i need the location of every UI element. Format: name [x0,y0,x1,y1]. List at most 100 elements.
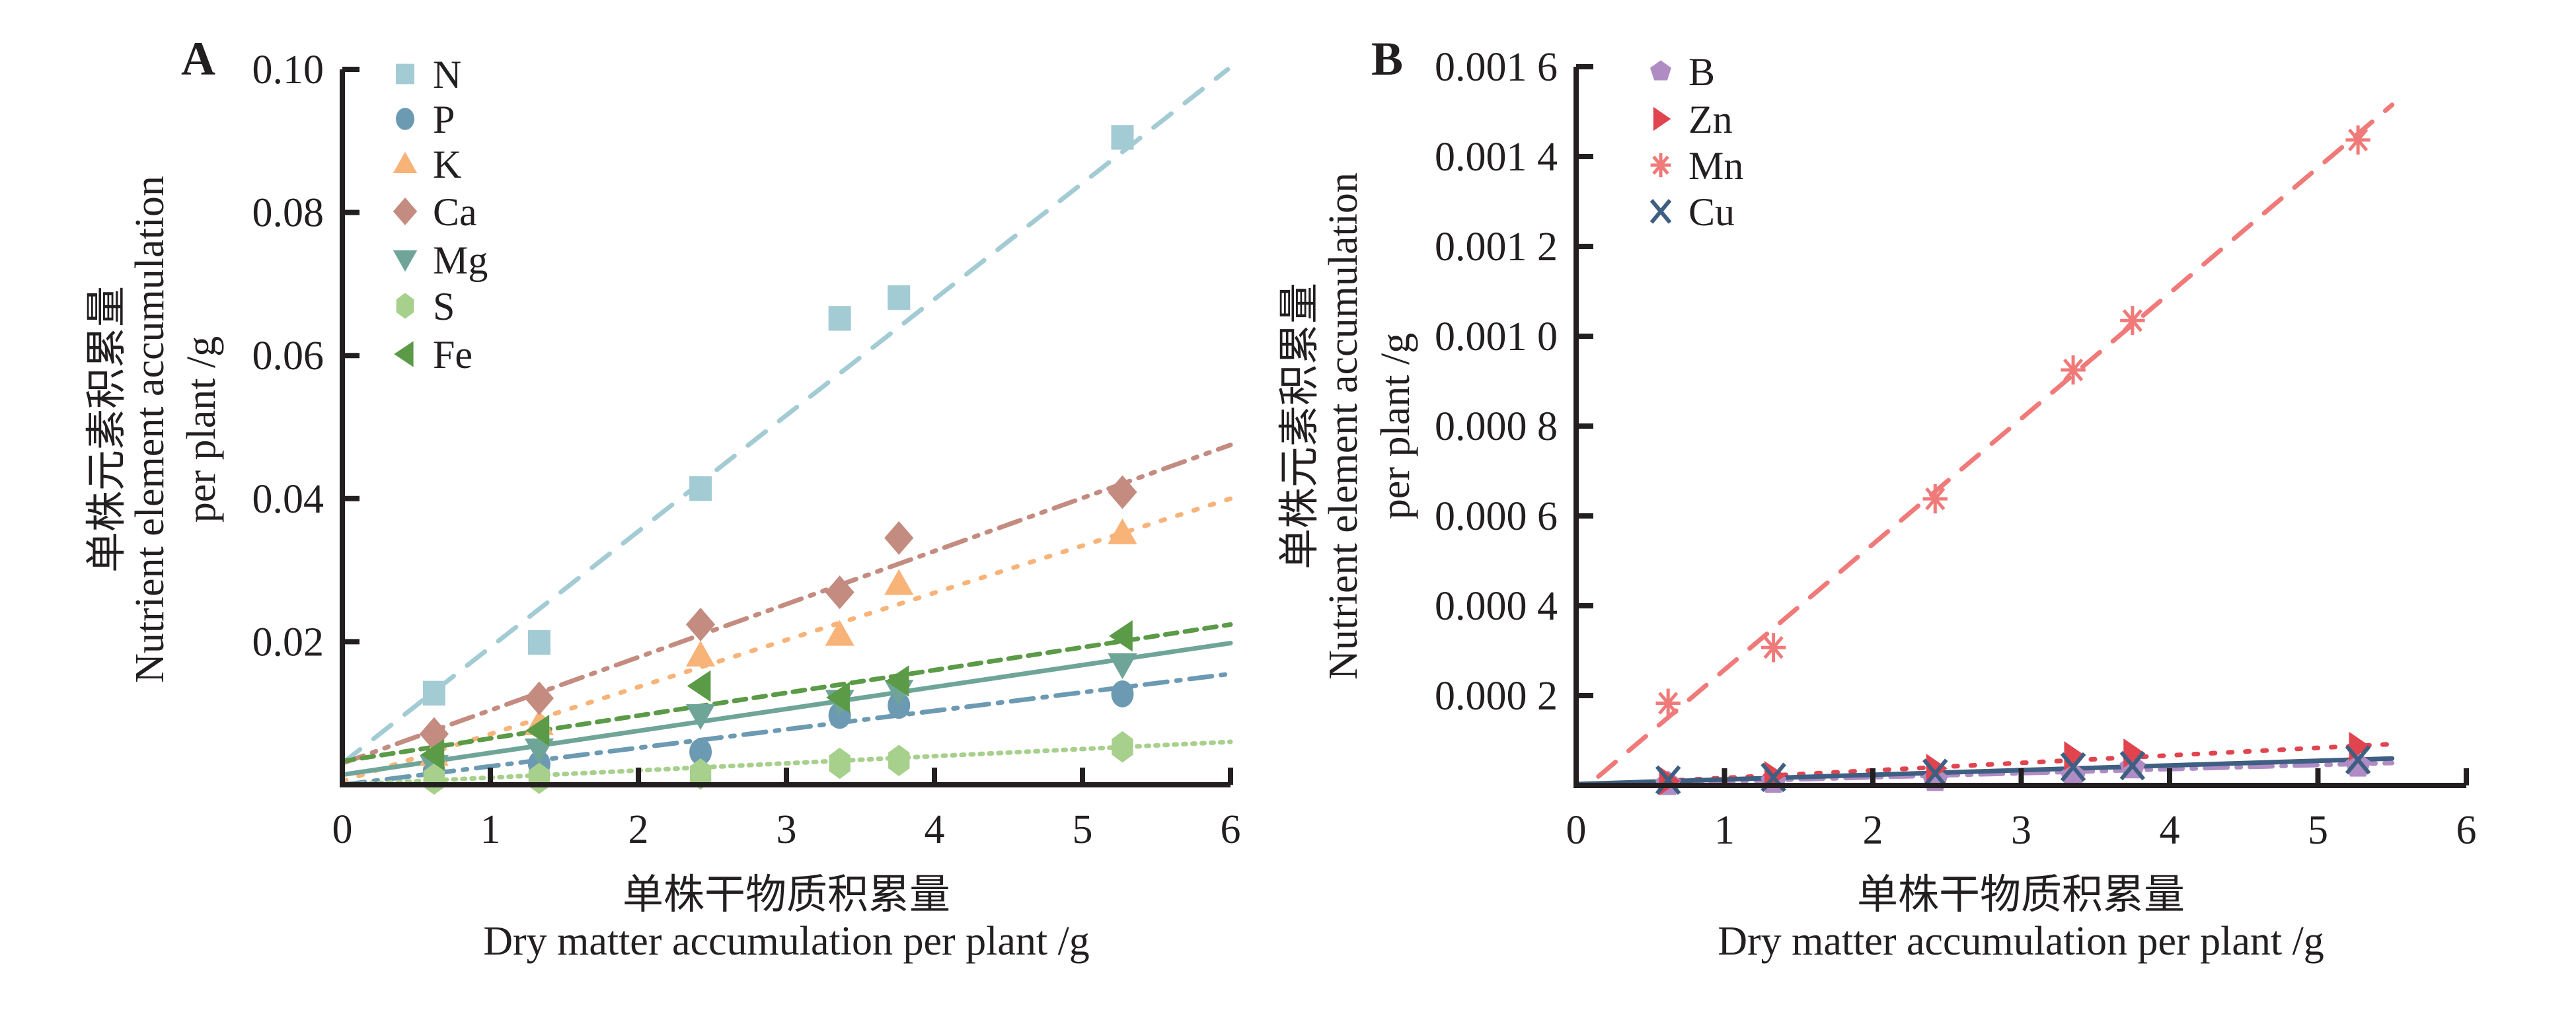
point-fe [420,739,445,771]
x-tick-label: 5 [2308,808,2328,853]
y-axis-title-a: 单株元素积累量 Nutrient element accumulation pe… [85,176,224,683]
legend-item-cu: Cu [1649,190,1735,234]
x-tick-label: 3 [777,807,797,852]
legend-item-zn: Zn [1653,98,1733,141]
point-ca [1108,475,1137,509]
y-tick-label: 0.000 4 [1435,584,1558,629]
panel-b: B 单株元素积累量 Nutrient element accumulation … [1277,32,2477,964]
point-cu [1922,758,1948,788]
legend-marker-n [396,63,414,85]
point-fe [687,670,711,702]
y-axis-title-cn: 单株元素积累量 [1277,283,1322,569]
point-n [828,306,851,331]
panel-a: A 单株元素积累量 Nutrient element accumulation … [85,32,1241,964]
y-axis-title-b: 单株元素积累量 Nutrient element accumulation pe… [1277,172,1418,680]
y-tick-label: 0.000 8 [1435,404,1558,449]
y-axis-title-en-line2: per plant /g [179,336,224,523]
x-tick-label: 2 [628,807,649,852]
point-fe [826,682,850,713]
y-tick-label: 0.001 2 [1435,225,1558,270]
legend-item-ca: Ca [393,190,477,234]
point-s [888,744,910,776]
x-tick-label: 0 [332,807,353,852]
fit-line-mg [340,641,1233,778]
legend-label: Ca [433,190,477,234]
x-axis-title-b: 单株干物质积累量 Dry matter accumulation per pla… [1718,873,2324,964]
x-tick-label: 0 [1566,808,1587,853]
y-axis-title-en-line1: Nutrient element accumulation [128,176,172,683]
y-tick-label: 0.001 4 [1435,135,1558,180]
plot-area-a: 0 1 2 3 4 5 6 0.02 0.04 0.06 0.08 0.10 [252,48,1241,852]
legend-marker-s [396,293,414,319]
y-tick-label: 0.04 [252,477,324,522]
legend-item-fe: Fe [394,333,473,377]
fit-line-p [340,671,1233,787]
point-cu [1655,765,1681,795]
fit-line-cu [1573,756,2395,787]
axes [340,69,1231,787]
point-p [689,738,712,766]
point-fe [1109,620,1133,652]
legend-item-b: B [1650,50,1715,94]
legend-item-s: S [396,285,455,328]
legend-item-mn: Mn [1650,144,1743,188]
y-axis-title-en-line1: Nutrient element accumulation [1321,172,1366,680]
y-tick-label: 0.06 [252,334,324,379]
legend-marker-ca [393,198,418,225]
x-tick-label: 6 [1221,807,1241,852]
x-tick-label: 1 [1714,808,1735,853]
y-axis-title-cn: 单株元素积累量 [85,286,130,573]
fit-line-n [340,67,1231,766]
point-fe [885,665,909,697]
point-mn [2120,306,2145,336]
point-mn [2345,125,2370,155]
fit-line-mn [1596,102,2395,779]
point-ca [825,575,854,610]
y-tick-label: 0.001 6 [1435,45,1558,90]
point-fe [525,714,550,746]
x-axis-title-en: Dry matter accumulation per plant /g [1718,919,2324,964]
legend-label: Fe [433,333,473,377]
y-tick-label: 0.001 0 [1435,314,1558,359]
point-cu [2345,744,2371,775]
point-k [884,569,914,595]
legend-marker-zn [1653,106,1671,131]
point-mn [1922,484,1948,514]
x-axis-title-a: 单株干物质积累量 Dry matter accumulation per pla… [483,873,1090,964]
plot-area-b: 0 1 2 3 4 5 6 0.000 2 0.000 4 0.000 6 0.000 8 0.001… [1435,45,2477,853]
point-mg [1108,653,1137,680]
legend-marker-fe [394,341,414,367]
point-mn [1655,688,1681,718]
point-n [1111,125,1134,150]
x-tick-label: 2 [1863,808,1883,853]
y-tick-label: 0.000 6 [1435,494,1558,539]
fit-line-k [340,496,1233,784]
legend-marker-mg [393,250,418,272]
point-s [689,758,712,790]
x-tick-label: 3 [2011,808,2031,853]
legend-label: K [433,143,461,186]
point-n [422,680,445,706]
y-axis-title-en-line2: per plant /g [1373,333,1418,519]
legend-label: Cu [1688,190,1735,234]
legend-marker-mn [1650,153,1671,178]
point-p [1111,680,1134,707]
legend-marker-b [1650,60,1671,81]
point-mg [524,738,554,765]
legend-label: Mg [433,238,488,282]
legend-marker-cu [1649,199,1672,224]
x-axis-title-cn: 单株干物质积累量 [623,873,950,918]
panel-label-a: A [181,32,215,85]
y-tick-label: 0.02 [252,620,324,665]
point-n [689,476,712,501]
x-tick-label: 6 [2456,808,2477,853]
point-ca [524,681,554,715]
legend-label: Zn [1688,98,1733,141]
legend-item-k: K [393,143,461,186]
legend-label: S [433,285,455,328]
x-tick-label: 5 [1073,807,1093,852]
point-k [825,620,854,646]
fit-line-fe [340,622,1233,764]
